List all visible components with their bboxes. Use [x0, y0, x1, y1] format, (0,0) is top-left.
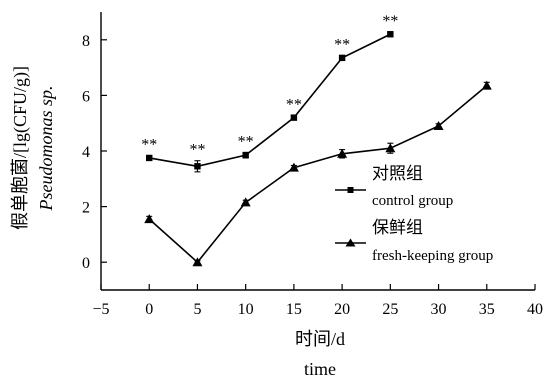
data-point-triangle: [337, 148, 348, 158]
series-line: [149, 33, 391, 168]
y-tick-label: 4: [82, 144, 90, 161]
significance-label: **: [286, 96, 302, 113]
data-point-square: [290, 114, 298, 121]
y-tick-label: 2: [82, 200, 90, 217]
data-point-triangle: [192, 257, 203, 267]
x-tick-label: 20: [334, 301, 350, 318]
significance-label: **: [141, 137, 157, 154]
data-point-square: [387, 31, 394, 38]
y-axis-title: 假单胞菌/[lg(CFU/g)]: [10, 66, 31, 230]
legend-label-fresh: 保鲜组: [372, 218, 423, 237]
x-tick-label: 0: [145, 301, 153, 318]
legend: 对照组 control group 保鲜组 fresh-keeping grou…: [335, 164, 493, 264]
data-point-square: [338, 54, 346, 62]
legend-marker-triangle: [345, 238, 356, 247]
data-point-square: [146, 154, 153, 162]
significance-label: **: [382, 13, 398, 30]
series-line: [148, 85, 488, 264]
data-point-square: [194, 163, 201, 170]
x-tick-label: −5: [92, 301, 109, 318]
x-tick-label: 35: [479, 301, 495, 318]
significance-label: **: [189, 142, 205, 159]
legend-label-control: 对照组: [372, 164, 423, 183]
series-fresh-keeping: [144, 80, 492, 267]
legend-label-fresh-en: fresh-keeping group: [372, 248, 493, 264]
x-axis-title: 时间/d: [295, 329, 345, 349]
data-point-triangle: [144, 214, 155, 224]
x-tick-label: 15: [286, 301, 302, 318]
significance-label: **: [334, 37, 350, 54]
x-axis-title-en: time: [304, 359, 336, 379]
data-point-square: [242, 151, 249, 159]
data-point-triangle: [385, 143, 396, 153]
y-tick-label: 6: [82, 88, 90, 105]
y-axis-title-en: Pseudomonas sp.: [36, 86, 56, 212]
series-control: ** ** ** ** ** **: [141, 13, 398, 173]
legend-label-control-en: control group: [372, 193, 453, 209]
x-tick-label: 25: [382, 301, 398, 318]
y-ticks: 0 2 4 6 8: [82, 33, 107, 272]
legend-marker-square: [347, 187, 354, 193]
x-tick-label: 30: [431, 301, 447, 318]
significance-label: **: [238, 133, 254, 150]
x-tick-label: 10: [238, 301, 254, 318]
data-point-triangle: [288, 162, 299, 172]
y-tick-label: 8: [82, 33, 90, 50]
x-ticks: −5 0 5 10 15 20 25 30 35 40: [92, 284, 543, 318]
data-point-triangle: [433, 120, 444, 130]
data-point-triangle: [481, 80, 492, 90]
y-tick-label: 0: [82, 255, 90, 272]
x-tick-label: 5: [193, 301, 201, 318]
x-tick-label: 40: [527, 301, 543, 318]
data-point-triangle: [240, 197, 251, 207]
series-layer: ** ** ** ** ** **: [141, 13, 492, 267]
